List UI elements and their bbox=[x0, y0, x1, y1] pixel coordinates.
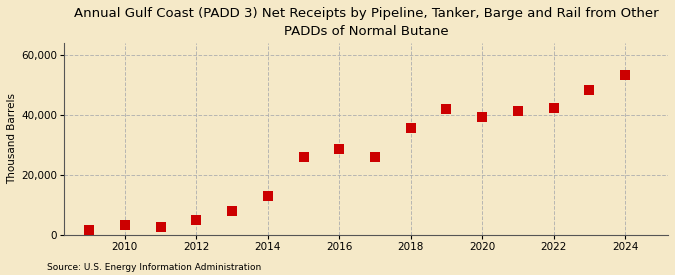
Text: Source: U.S. Energy Information Administration: Source: U.S. Energy Information Administ… bbox=[47, 263, 261, 272]
Point bbox=[84, 228, 95, 232]
Point bbox=[155, 225, 166, 229]
Point bbox=[119, 223, 130, 227]
Point bbox=[298, 155, 309, 159]
Point bbox=[370, 155, 381, 159]
Y-axis label: Thousand Barrels: Thousand Barrels bbox=[7, 94, 17, 185]
Point bbox=[405, 126, 416, 131]
Point bbox=[512, 108, 523, 113]
Point bbox=[548, 105, 559, 110]
Point bbox=[477, 114, 487, 119]
Point bbox=[263, 194, 273, 198]
Point bbox=[334, 147, 345, 152]
Title: Annual Gulf Coast (PADD 3) Net Receipts by Pipeline, Tanker, Barge and Rail from: Annual Gulf Coast (PADD 3) Net Receipts … bbox=[74, 7, 658, 38]
Point bbox=[584, 87, 595, 92]
Point bbox=[227, 208, 238, 213]
Point bbox=[620, 73, 630, 77]
Point bbox=[441, 107, 452, 111]
Point bbox=[191, 218, 202, 222]
